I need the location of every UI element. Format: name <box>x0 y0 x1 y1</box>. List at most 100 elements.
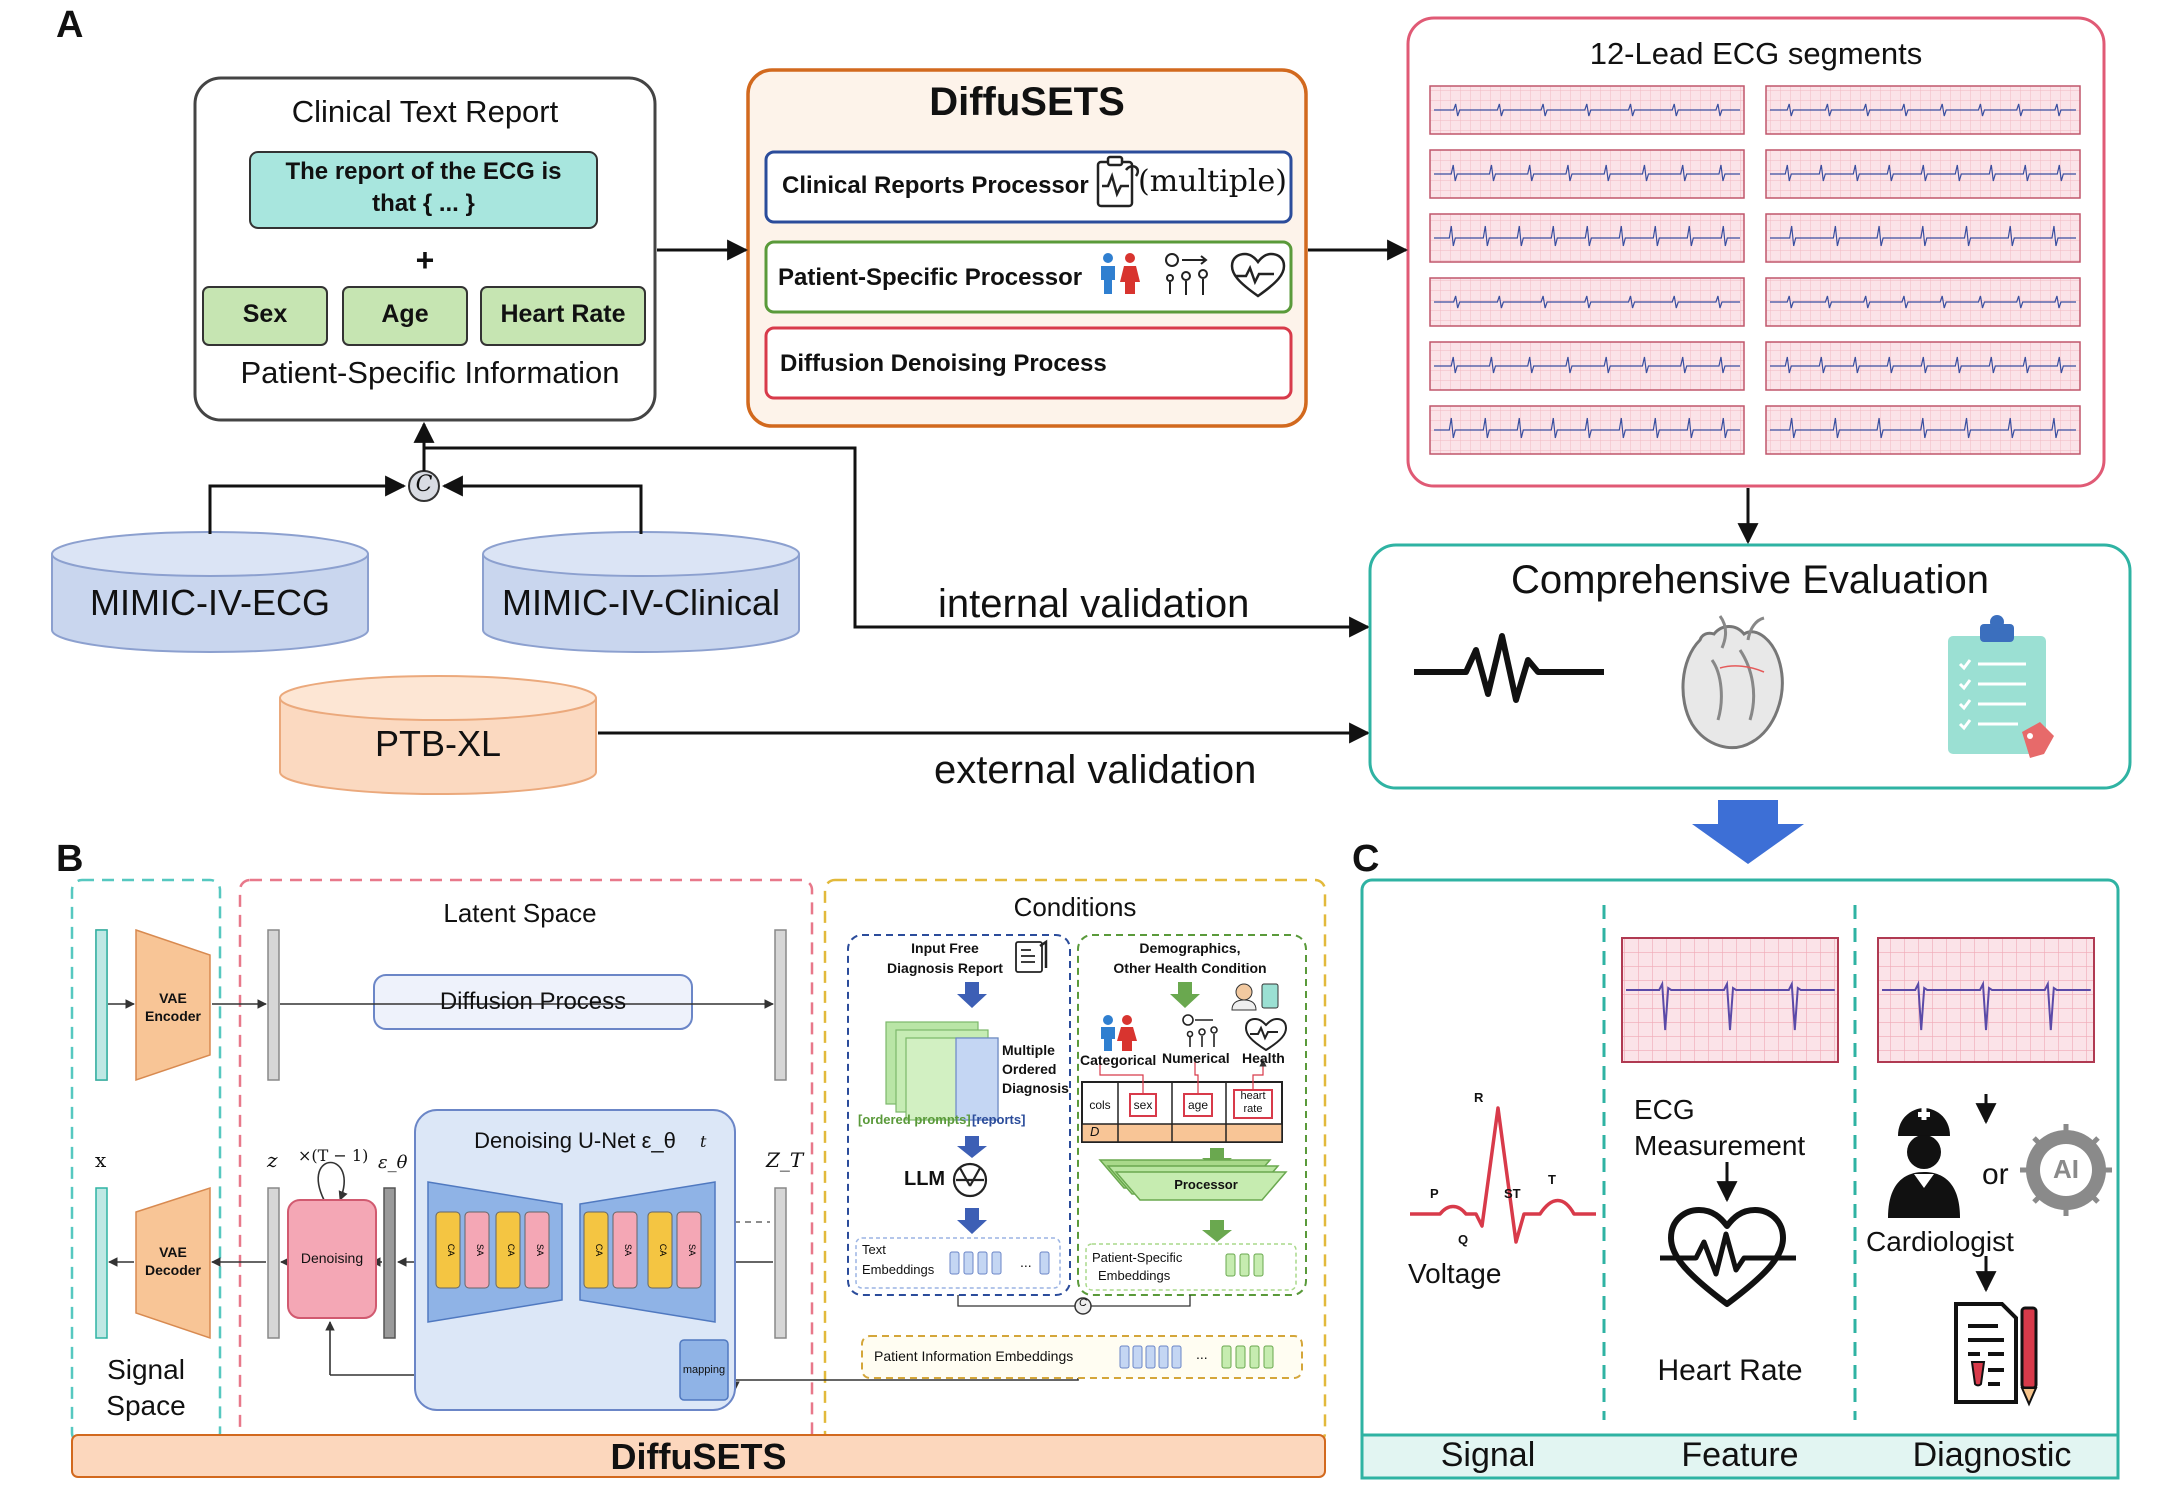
clinical-report-title: Clinical Text Report <box>291 94 559 129</box>
llm-label: LLM <box>904 1168 946 1190</box>
diffusion-denoising-label: Diffusion Denoising Process <box>780 350 1107 377</box>
signal-space-label-1: Signal <box>107 1354 185 1385</box>
latent-space-label: Latent Space <box>443 898 597 928</box>
diagnostic-ecg-strip <box>1877 937 2095 1063</box>
plus-sign: + <box>415 242 435 278</box>
vae-decoder-label-1: VAE <box>159 1244 187 1260</box>
svg-text:SA: SA <box>535 1244 545 1256</box>
embedding-bar <box>963 1251 974 1275</box>
ecg-lead-strip <box>1429 213 1745 263</box>
svg-text:SA: SA <box>623 1244 633 1256</box>
ecg-trace <box>1626 980 1835 1031</box>
multiple-ordered-3: Diagnosis <box>1002 1080 1069 1096</box>
external-validation-label: external validation <box>934 748 1257 792</box>
ecg-lead-strip <box>1429 341 1745 391</box>
right-head-2: Other Health Condition <box>1113 960 1267 976</box>
conditions-title: Conditions <box>1013 892 1137 922</box>
ecg-lead-strip <box>1429 85 1745 135</box>
patient-embedding-bars <box>1119 1345 1274 1369</box>
ecg-lead-strip <box>1765 277 2081 327</box>
mimic-clinical-label: MIMIC-IV-Clinical <box>501 582 780 623</box>
rate-cell-label: rate <box>1243 1103 1263 1115</box>
multiple-ordered-2: Ordered <box>1002 1061 1057 1077</box>
ecg-lead-strip <box>1429 277 1745 327</box>
svg-text:SA: SA <box>687 1244 697 1256</box>
unet-blocks: CA SA CA SA CA SA CA SA <box>435 1211 702 1289</box>
patient-specific-processor-label: Patient-Specific Processor <box>778 264 1083 291</box>
categorical-icon <box>1101 1015 1137 1051</box>
heart-anatomy-icon <box>1681 615 1784 750</box>
internal-validation-label: internal validation <box>938 582 1250 626</box>
numerical-people-icon <box>1165 253 1208 295</box>
openai-icon <box>952 1162 988 1198</box>
embedding-bar <box>1253 1253 1264 1277</box>
left-head-2: Diagnosis Report <box>887 960 1003 976</box>
embedding-bar <box>977 1251 988 1275</box>
footer-signal: Signal <box>1440 1436 1536 1474</box>
diffusets-title: DiffuSETS <box>929 80 1125 124</box>
ecg-segments-title: 12-Lead ECG segments <box>1589 36 1923 71</box>
patient-info-emb-label: Patient Information Embeddings <box>874 1348 1074 1364</box>
embedding-bar <box>1158 1345 1169 1369</box>
panel-a-arrows <box>208 239 1759 744</box>
mimic-ecg-database <box>51 531 369 653</box>
signal-wave-icon <box>1414 633 1604 703</box>
svg-text:CA: CA <box>506 1244 516 1257</box>
left-head-1: Input Free <box>911 940 979 956</box>
sex-chip <box>202 286 328 346</box>
conditions-concat-symbol: C <box>1079 1297 1087 1309</box>
unet-title: Denoising U-Net ε_θ <box>474 1128 676 1153</box>
doctor-icon <box>1231 983 1279 1011</box>
processor-shape <box>1114 1171 1288 1201</box>
wave-label-t: T <box>1548 1172 1556 1187</box>
cardiologist-label: Cardiologist <box>1866 1226 2014 1257</box>
wave-label-p: P <box>1430 1186 1439 1201</box>
sex-cell-label: sex <box>1133 1098 1153 1112</box>
svg-text:CA: CA <box>594 1244 604 1257</box>
self-attention-block: SA <box>464 1211 490 1289</box>
right-head-1: Demographics, <box>1139 940 1241 956</box>
z-t-label: Z_T <box>766 1148 804 1172</box>
ps-emb-label-1: Patient-Specific <box>1092 1250 1183 1265</box>
footer-feature: Feature <box>1681 1436 1799 1474</box>
ecg-lead-strip <box>1429 405 1745 455</box>
self-attention-block: SA <box>612 1211 638 1289</box>
table-cols-label: cols <box>1089 1098 1111 1112</box>
panel-c <box>1360 878 2120 1480</box>
concat-symbol: C <box>415 472 433 497</box>
clipboard-checklist-icon <box>1948 615 2054 758</box>
mapping-label: mapping <box>682 1364 726 1376</box>
evaluation-title: Comprehensive Evaluation <box>1510 558 1990 602</box>
ecg-lead-strip <box>1765 341 2081 391</box>
text-embedding-bars <box>949 1251 1050 1275</box>
heart-pulse-icon <box>1230 252 1286 298</box>
footer-diagnostic: Diagnostic <box>1912 1436 2072 1474</box>
c-ecg-traces <box>1626 980 2091 1031</box>
heart-rate-label: Heart Rate <box>1657 1354 1803 1387</box>
report-text-line-1: The report of the ECG is <box>285 158 562 185</box>
panel-label-c: C <box>1352 838 1380 880</box>
panel-label-b: B <box>56 838 84 880</box>
ecg-lead-strip <box>1765 85 2081 135</box>
ptb-xl-label: PTB-XL <box>374 723 502 764</box>
embedding-bar <box>1039 1251 1050 1275</box>
z-label: z <box>267 1148 278 1172</box>
ecg-lead-strip <box>1765 405 2081 455</box>
categorical-label: Categorical <box>1080 1052 1157 1068</box>
vae-decoder-label-2: Decoder <box>144 1262 202 1278</box>
health-heart-icon <box>1244 1017 1288 1052</box>
embedding-bar <box>1221 1345 1232 1369</box>
cardiologist-icon <box>1888 1108 1960 1218</box>
patient-condition-box <box>1077 934 1307 1296</box>
text-emb-label-1: Text <box>862 1242 886 1257</box>
vae-encoder-label-1: VAE <box>159 990 187 1006</box>
wave-label-st: ST <box>1504 1186 1521 1201</box>
report-pen-icon <box>1954 1302 2038 1407</box>
ptb-xl-database <box>279 675 597 795</box>
svg-text:SA: SA <box>475 1244 485 1256</box>
ecg-measurement-label-2: Measurement <box>1634 1130 1806 1161</box>
embedding-bar <box>1119 1345 1130 1369</box>
mimic-clinical-database <box>482 531 800 653</box>
people-icon <box>1101 253 1140 294</box>
